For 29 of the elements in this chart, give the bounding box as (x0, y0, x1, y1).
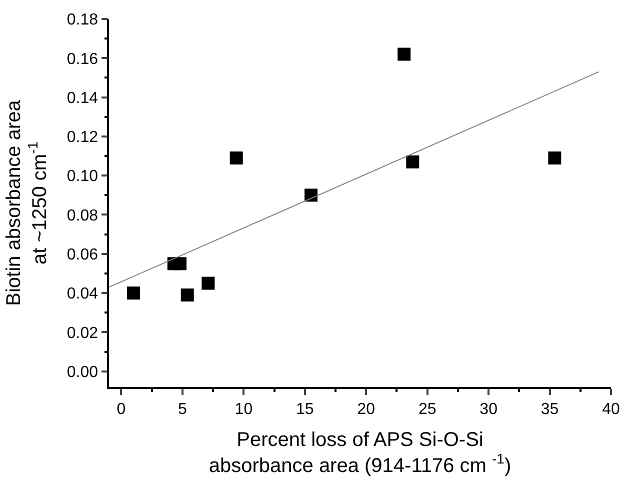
y-tick-label: 0.14 (66, 90, 98, 107)
x-tick-label: 10 (234, 400, 253, 418)
point (174, 257, 187, 270)
y-tick-label: 0.18 (66, 12, 98, 29)
point (548, 151, 562, 164)
x-axis-title: Percent loss of APS Si-O-Si absorbance area (914-1176 cm $^{-1}$) (208, 428, 512, 477)
x-tick-label: 30 (480, 400, 498, 418)
point (202, 276, 215, 290)
x-tick-label: 15 (296, 400, 314, 418)
x-tick-label: 40 (602, 400, 620, 418)
point (398, 48, 411, 61)
y-tick-label: 0.02 (66, 324, 98, 342)
x-tick-label: 25 (418, 400, 436, 418)
point (230, 151, 243, 164)
y-tick-label: 0.10 (66, 168, 98, 186)
x-tick-label: 0 (116, 400, 126, 418)
y-tick-label: 0.08 (66, 207, 98, 224)
point (406, 155, 420, 168)
x-tick-label: 35 (540, 400, 559, 418)
y-tick-label: 0.12 (66, 129, 98, 146)
y-tick-label: 0.16 (66, 50, 98, 68)
y-tick-label: 0.00 (66, 364, 98, 381)
point (180, 288, 194, 302)
point (126, 286, 140, 300)
x-tick-label: 5 (178, 400, 188, 418)
point (304, 188, 318, 202)
y-tick-label: 0.04 (66, 286, 98, 303)
x-tick-label: 20 (357, 400, 376, 418)
y-tick-label: 0.06 (66, 246, 98, 264)
